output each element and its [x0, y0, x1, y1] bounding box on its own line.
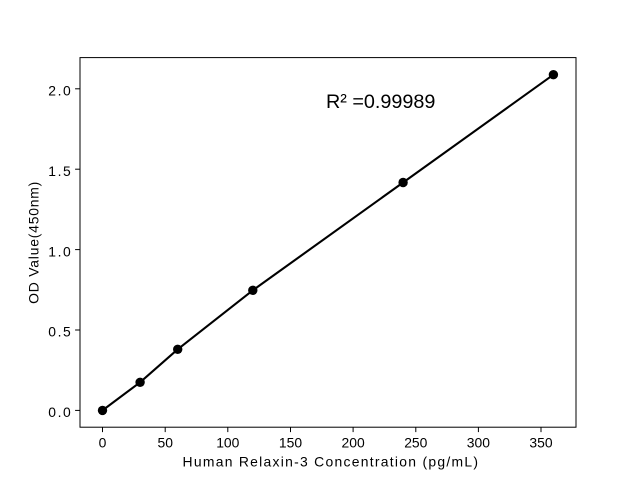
svg-text:0.0: 0.0 [48, 404, 72, 420]
svg-text:1.0: 1.0 [48, 243, 72, 259]
svg-text:300: 300 [467, 435, 490, 451]
svg-text:R² =0.99989: R² =0.99989 [326, 91, 435, 113]
svg-text:100: 100 [216, 435, 239, 451]
svg-text:2.0: 2.0 [48, 83, 72, 99]
svg-text:OD Value(450nm): OD Value(450nm) [25, 181, 41, 304]
svg-text:50: 50 [157, 435, 173, 451]
svg-text:350: 350 [529, 435, 552, 451]
svg-text:200: 200 [342, 435, 365, 451]
svg-text:150: 150 [279, 435, 302, 451]
svg-text:1.5: 1.5 [48, 163, 72, 179]
svg-text:Human Relaxin-3 Concentration: Human Relaxin-3 Concentration (pg/mL) [183, 454, 480, 470]
svg-text:0: 0 [99, 435, 107, 451]
svg-text:250: 250 [404, 435, 427, 451]
svg-text:0.5: 0.5 [48, 324, 72, 340]
